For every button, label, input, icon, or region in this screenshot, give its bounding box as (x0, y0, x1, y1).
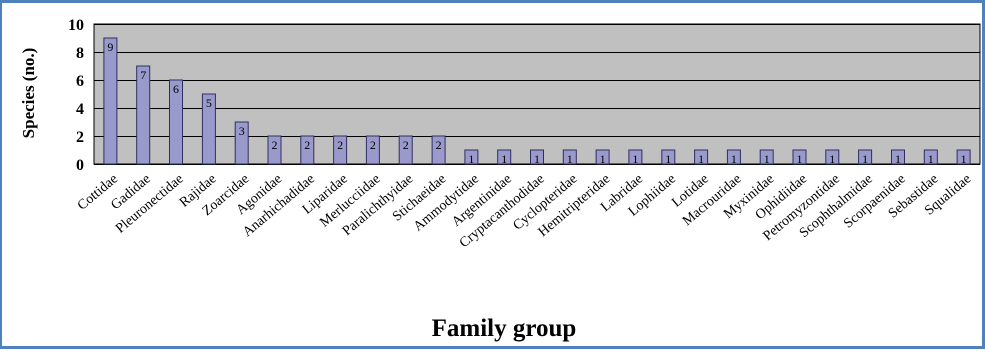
bar-rajidae (201, 93, 216, 165)
plot-area (93, 23, 981, 165)
data-label: 1 (600, 152, 606, 166)
x-axis-ticks: CottidaeGadidaePleuronectidaeRajidaeZoar… (75, 172, 974, 251)
data-label: 1 (632, 152, 638, 166)
plot-background (93, 23, 981, 165)
bar-anarhichadidae (300, 135, 315, 165)
y-tick-label: 4 (76, 101, 84, 118)
data-label: 1 (468, 152, 474, 166)
bar-agonidae (267, 135, 282, 165)
bar-argentinidae (497, 149, 512, 165)
bar-pleuronectidae (169, 79, 183, 165)
y-axis-ticks: 0 2 4 6 8 10 (68, 17, 84, 174)
data-label: 2 (436, 138, 442, 152)
data-label: 5 (206, 96, 212, 110)
data-labels: 9 7 6 5 3 2 2 2 2 2 2 1 1 1 1 1 1 1 1 1 1 1 1 1 1 1 1 (107, 40, 966, 166)
data-label: 2 (337, 138, 343, 152)
bar-paralichthyidae (398, 135, 413, 165)
data-label: 1 (534, 152, 540, 166)
bar-ammodytidae (464, 149, 479, 165)
bar-scorpaenidae (891, 149, 905, 165)
y-tick-label: 8 (76, 45, 84, 62)
bar-lotidae (694, 149, 709, 165)
data-label: 1 (928, 152, 934, 166)
bar-chart: 9 7 6 5 3 2 2 2 2 2 2 1 1 1 1 1 1 1 1 1 1 1 1 1 1 1 1 0 2 4 6 8 10 Cott… (19, 17, 981, 342)
bars (103, 37, 971, 165)
bar-myxinidae (759, 149, 774, 165)
bar-merlucciidae (365, 135, 380, 165)
y-tick-label: 10 (68, 17, 84, 34)
bar-cyclopteridae (562, 149, 577, 165)
bar-liparidae (333, 135, 348, 165)
data-label: 1 (895, 152, 901, 166)
data-label: 2 (403, 138, 409, 152)
data-label: 1 (829, 152, 835, 166)
bar-gadidae (136, 65, 151, 165)
data-label: 6 (173, 82, 179, 96)
y-tick-label: 2 (76, 129, 84, 146)
data-label: 1 (764, 152, 770, 166)
data-label: 1 (698, 152, 704, 166)
data-label: 7 (140, 68, 146, 82)
data-label: 3 (239, 124, 245, 138)
data-label: 2 (370, 138, 376, 152)
y-axis-label: Species (no.) (19, 48, 38, 139)
data-label: 1 (501, 152, 507, 166)
data-label: 1 (797, 152, 803, 166)
bar-ophidiidae (792, 149, 807, 165)
bar-zoarcidae (234, 121, 249, 165)
x-axis-label: Family group (432, 315, 577, 342)
bar-sebastidae (923, 149, 938, 165)
data-label: 1 (665, 152, 671, 166)
data-label: 1 (731, 152, 737, 166)
data-label: 1 (862, 152, 868, 166)
bar-scophthalmidae (858, 149, 873, 165)
bar-stichaeidae (431, 135, 446, 165)
y-tick-label: 0 (76, 157, 84, 174)
bar-macrouridae (726, 149, 741, 165)
bar-squalidae (956, 149, 971, 165)
bar-hemitripteridae (595, 149, 610, 165)
y-tick-label: 6 (76, 73, 84, 90)
bar-lophiidae (661, 149, 676, 165)
bar-cryptacanthodidae (530, 149, 544, 165)
data-label: 9 (107, 40, 113, 54)
data-label: 1 (961, 152, 967, 166)
data-label: 2 (272, 138, 278, 152)
data-label: 1 (567, 152, 573, 166)
bar-petromyzontidae (825, 149, 840, 165)
bar-cottidae (103, 37, 118, 165)
bar-labridae (628, 149, 643, 165)
data-label: 2 (304, 138, 310, 152)
